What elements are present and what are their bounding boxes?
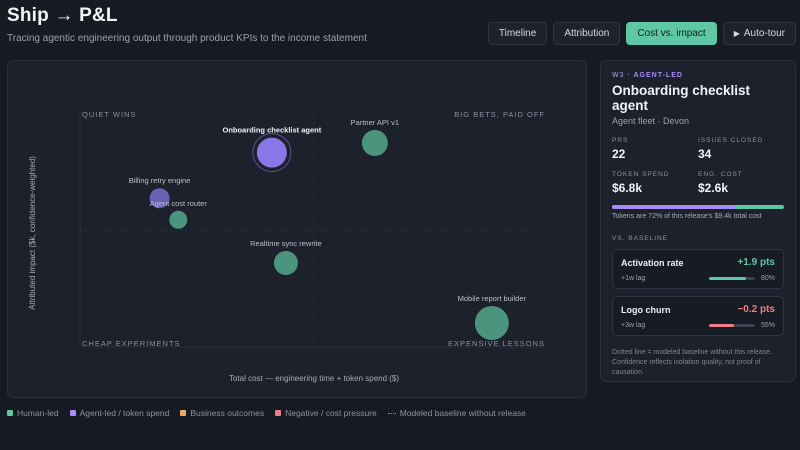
legend-swatch: [69, 410, 76, 416]
tab-label: Auto-tour: [743, 28, 785, 39]
stat-label: TOKEN SPEND: [612, 171, 670, 178]
legend-item-negative: Negative / cost pressure: [275, 408, 377, 418]
point-partner-api-v1[interactable]: Partner API v1: [351, 118, 399, 156]
confidence-percent: 80%: [760, 275, 775, 282]
quadrant-label-quiet-wins: QUIET WINS: [82, 110, 136, 119]
kpi-lag: +1w lag: [621, 275, 646, 282]
view-tabs: Timeline Attribution Cost vs. impact ▶ Au…: [487, 22, 796, 45]
kpi-name: Logo churn: [621, 304, 671, 315]
stat-value: $6.8k: [612, 181, 643, 195]
stat-prs: PRS 22: [612, 137, 698, 161]
tab-label: Cost vs. impact: [637, 28, 706, 39]
legend-swatch: [180, 410, 187, 416]
kpi-name: Activation rate: [621, 257, 684, 268]
stat-eng-cost: ENG. COST $2.6k: [698, 171, 784, 195]
baseline-footnote: Dotted line = modeled baseline without t…: [612, 349, 773, 377]
point-mobile-report-builder[interactable]: Mobile report builder: [458, 294, 527, 340]
legend-swatch: [275, 410, 282, 416]
play-icon: ▶: [733, 29, 740, 38]
kpi-card-activation-rate[interactable]: Activation rate +1.9 pts +1w lag 80%: [612, 249, 784, 289]
selection-ring: [252, 133, 292, 173]
point-realtime-sync-rewrite[interactable]: Realtime sync rewrite: [250, 239, 322, 275]
point-marker[interactable]: [256, 137, 287, 168]
y-axis-label: Attributed impact ($k, confidence-weight…: [28, 156, 37, 310]
point-billing-retry-engine[interactable]: Billing retry engine: [129, 176, 191, 209]
kpi-delta: −0.2 pts: [737, 304, 775, 315]
scatter-plot: QUIET WINS BIG BETS, PAID OFF CHEAP EXPE…: [28, 107, 548, 383]
stat-value: $2.6k: [698, 181, 729, 195]
confidence-fill: [708, 277, 746, 280]
stat-value: 22: [612, 147, 626, 161]
release-eyebrow: W3 · AGENT-LED: [612, 72, 683, 79]
point-agent-cost-router[interactable]: Agent cost router: [150, 199, 208, 229]
legend-label: Human-led: [17, 408, 59, 418]
legend-label: Modeled baseline without release: [399, 408, 526, 418]
point-onboarding-checklist-agent[interactable]: Onboarding checklist agent: [222, 126, 322, 173]
point-label: Agent cost router: [150, 199, 208, 208]
stat-value: 34: [698, 147, 712, 161]
data-points: Onboarding checklist agent Partner API v1…: [129, 118, 527, 340]
confidence-percent: 55%: [760, 322, 775, 329]
release-stats: PRS 22 ISSUES CLOSED 34 TOKEN SPEND $6.8k E…: [612, 137, 784, 195]
tab-attribution[interactable]: Attribution: [553, 22, 621, 45]
confidence-meter: [708, 277, 755, 280]
page-subtitle: Tracing agentic engineering output throu…: [7, 33, 367, 44]
baseline-heading: VS. BASELINE: [612, 235, 669, 242]
chart-legend: Human-led Agent-led / token spend Busine…: [7, 408, 526, 418]
x-axis-label: Total cost — engineering time + token sp…: [229, 374, 399, 383]
stat-label: ISSUES CLOSED: [698, 137, 764, 144]
point-marker[interactable]: [361, 130, 388, 156]
point-label: Mobile report builder: [458, 294, 527, 303]
quadrant-label-expensive-lessons: EXPENSIVE LESSONS: [448, 339, 545, 348]
point-marker[interactable]: [149, 188, 170, 209]
confidence-meter: [708, 324, 755, 327]
point-label: Billing retry engine: [129, 176, 191, 185]
point-marker[interactable]: [273, 251, 298, 275]
legend-swatch: [7, 410, 13, 416]
kpi-card-logo-churn[interactable]: Logo churn −0.2 pts +3w lag 55%: [612, 296, 784, 336]
cost-impact-chart: QUIET WINS BIG BETS, PAID OFF CHEAP EXPE…: [7, 60, 587, 398]
kpi-delta: +1.9 pts: [737, 257, 775, 268]
point-marker[interactable]: [474, 306, 509, 340]
legend-label: Agent-led / token spend: [79, 408, 170, 418]
stat-label: PRS: [612, 137, 629, 144]
stat-issues-closed: ISSUES CLOSED 34: [698, 137, 784, 161]
dotted-line-icon: [387, 412, 396, 414]
confidence-fill: [708, 324, 735, 327]
point-label: Realtime sync rewrite: [250, 239, 322, 248]
legend-label: Negative / cost pressure: [285, 408, 377, 418]
quadrant-label-cheap-experiments: CHEAP EXPERIMENTS: [82, 339, 181, 348]
point-marker[interactable]: [169, 210, 188, 229]
release-tag: AGENT-LED: [633, 72, 683, 79]
tab-label: Attribution: [564, 28, 610, 39]
spend-split-bar: [612, 205, 784, 209]
page-title: Ship → P&L: [7, 5, 118, 26]
legend-item-human-led: Human-led: [7, 408, 59, 418]
legend-item-baseline: Modeled baseline without release: [387, 408, 526, 418]
legend-item-business-outcomes: Business outcomes: [180, 408, 264, 418]
quadrant-label-big-bets: BIG BETS, PAID OFF: [454, 110, 545, 119]
token-share-fill: [612, 205, 736, 209]
legend-item-agent-led: Agent-led / token spend: [69, 408, 170, 418]
spend-note: Tokens are 72% of this release's $9.4k t…: [612, 213, 762, 220]
tab-label: Timeline: [498, 28, 537, 39]
legend-label: Business outcomes: [190, 408, 265, 418]
week-label: W3: [612, 72, 625, 79]
release-detail-panel: W3 · AGENT-LED Onboarding checklist agen…: [600, 60, 796, 382]
release-title: Onboarding checklist agent: [612, 83, 751, 113]
tab-timeline[interactable]: Timeline: [487, 22, 548, 45]
tab-cost-vs-impact[interactable]: Cost vs. impact: [626, 22, 717, 45]
stat-token-spend: TOKEN SPEND $6.8k: [612, 171, 698, 195]
point-label: Partner API v1: [351, 118, 399, 127]
point-label: Onboarding checklist agent: [222, 126, 321, 135]
kpi-lag: +3w lag: [621, 322, 646, 329]
tab-auto-tour[interactable]: ▶ Auto-tour: [722, 22, 796, 45]
release-owner: Agent fleet · Devon: [612, 116, 690, 126]
stat-label: ENG. COST: [698, 171, 743, 178]
